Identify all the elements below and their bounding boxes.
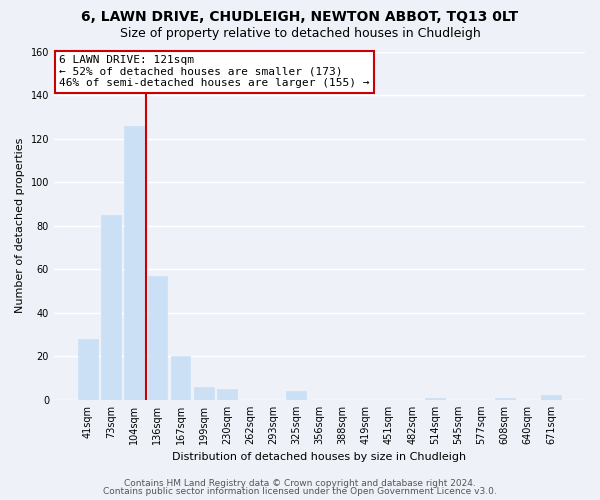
Bar bbox=[286, 391, 306, 400]
Bar bbox=[495, 398, 515, 400]
Bar bbox=[148, 276, 167, 400]
Text: 6, LAWN DRIVE, CHUDLEIGH, NEWTON ABBOT, TQ13 0LT: 6, LAWN DRIVE, CHUDLEIGH, NEWTON ABBOT, … bbox=[82, 10, 518, 24]
Text: Contains public sector information licensed under the Open Government Licence v3: Contains public sector information licen… bbox=[103, 487, 497, 496]
Bar bbox=[124, 126, 144, 400]
Text: Contains HM Land Registry data © Crown copyright and database right 2024.: Contains HM Land Registry data © Crown c… bbox=[124, 478, 476, 488]
Bar bbox=[217, 389, 236, 400]
Text: 6 LAWN DRIVE: 121sqm
← 52% of detached houses are smaller (173)
46% of semi-deta: 6 LAWN DRIVE: 121sqm ← 52% of detached h… bbox=[59, 55, 370, 88]
Bar bbox=[194, 386, 214, 400]
X-axis label: Distribution of detached houses by size in Chudleigh: Distribution of detached houses by size … bbox=[172, 452, 467, 462]
Bar bbox=[170, 356, 190, 400]
Bar bbox=[101, 215, 121, 400]
Bar bbox=[541, 396, 561, 400]
Y-axis label: Number of detached properties: Number of detached properties bbox=[15, 138, 25, 314]
Text: Size of property relative to detached houses in Chudleigh: Size of property relative to detached ho… bbox=[119, 28, 481, 40]
Bar bbox=[425, 398, 445, 400]
Bar bbox=[78, 339, 98, 400]
